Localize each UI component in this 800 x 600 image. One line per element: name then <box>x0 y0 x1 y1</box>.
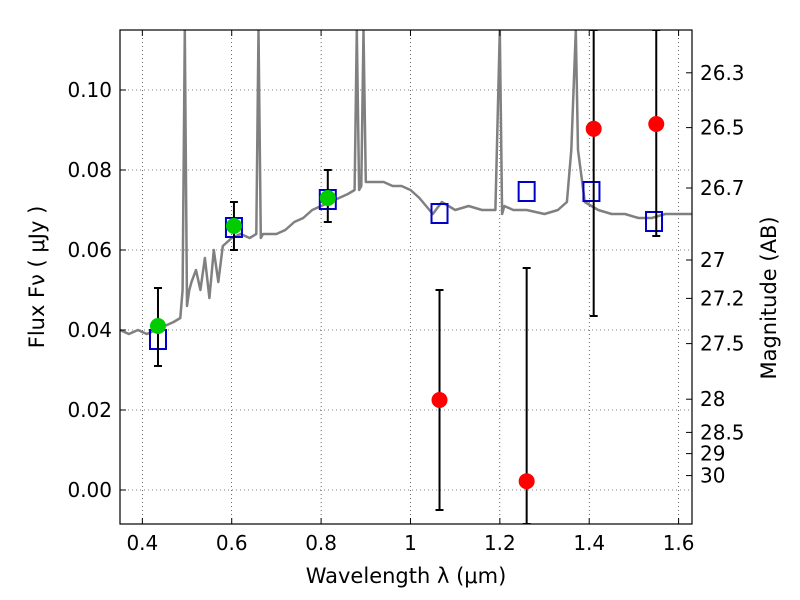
right-tick-label: 29 <box>700 442 725 466</box>
right-tick-label: 27.5 <box>700 332 745 356</box>
y-tick-label: 0.04 <box>67 318 112 342</box>
right-tick-label: 28.5 <box>700 420 745 444</box>
spectrum-line <box>120 30 692 336</box>
x-tick-label: 0.8 <box>305 531 337 555</box>
green-data-point <box>225 218 242 234</box>
red-data-point <box>518 473 535 490</box>
green-data-point <box>149 318 166 334</box>
green-data-point <box>319 190 336 206</box>
axis-tick-labels: 0.4 0.6 0.8 1 1.2 1.4 1.6 0.00 0.02 0.04 0.06 0.08 0… <box>67 61 744 555</box>
y-axis-right-label: Magnitude (AB) <box>757 216 781 379</box>
model-square-point <box>645 211 664 232</box>
model-square-point <box>517 181 536 202</box>
x-tick-label: 1.6 <box>663 531 695 555</box>
right-tick-label: 30 <box>700 464 725 488</box>
plot-frame <box>119 29 693 525</box>
x-tick-label: 1.2 <box>484 531 516 555</box>
x-tick-label: 0.4 <box>126 531 158 555</box>
right-tick-label: 26.5 <box>700 116 745 140</box>
y-tick-label: 0.02 <box>67 398 112 422</box>
right-tick-label: 28 <box>700 387 725 411</box>
y-tick-label: 0.00 <box>67 478 112 502</box>
y-tick-label: 0.10 <box>67 78 112 102</box>
x-axis-label: Wavelength λ (μm) <box>306 564 507 588</box>
grid <box>120 30 692 524</box>
right-tick-label: 26.7 <box>700 176 745 200</box>
right-tick-label: 26.3 <box>700 61 745 85</box>
right-tick-label: 27.2 <box>700 286 745 310</box>
red-data-point <box>585 120 602 137</box>
y-axis-label: Flux Fν ( μJy ) <box>25 206 49 349</box>
red-data-point <box>431 392 448 408</box>
model-square-point <box>430 203 449 224</box>
x-tick-label: 1 <box>404 531 417 555</box>
model-square-point <box>582 181 601 202</box>
y-tick-label: 0.06 <box>67 238 112 262</box>
x-tick-label: 0.6 <box>216 531 248 555</box>
red-data-point <box>648 116 665 132</box>
x-tick-label: 1.4 <box>573 531 605 555</box>
axis-ticks <box>120 30 692 524</box>
right-tick-label: 27 <box>700 248 725 272</box>
y-tick-label: 0.08 <box>67 158 112 182</box>
plot-area <box>120 30 692 524</box>
